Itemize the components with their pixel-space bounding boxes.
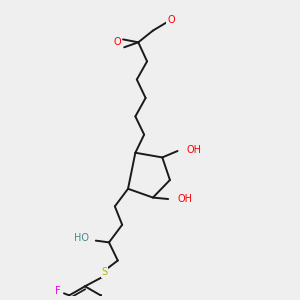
Text: O: O [113,37,121,47]
Text: F: F [55,286,61,296]
Text: S: S [101,267,108,277]
Text: HO: HO [74,233,89,243]
Text: OH: OH [178,194,193,204]
Text: OH: OH [187,145,202,155]
Text: O: O [167,15,175,25]
